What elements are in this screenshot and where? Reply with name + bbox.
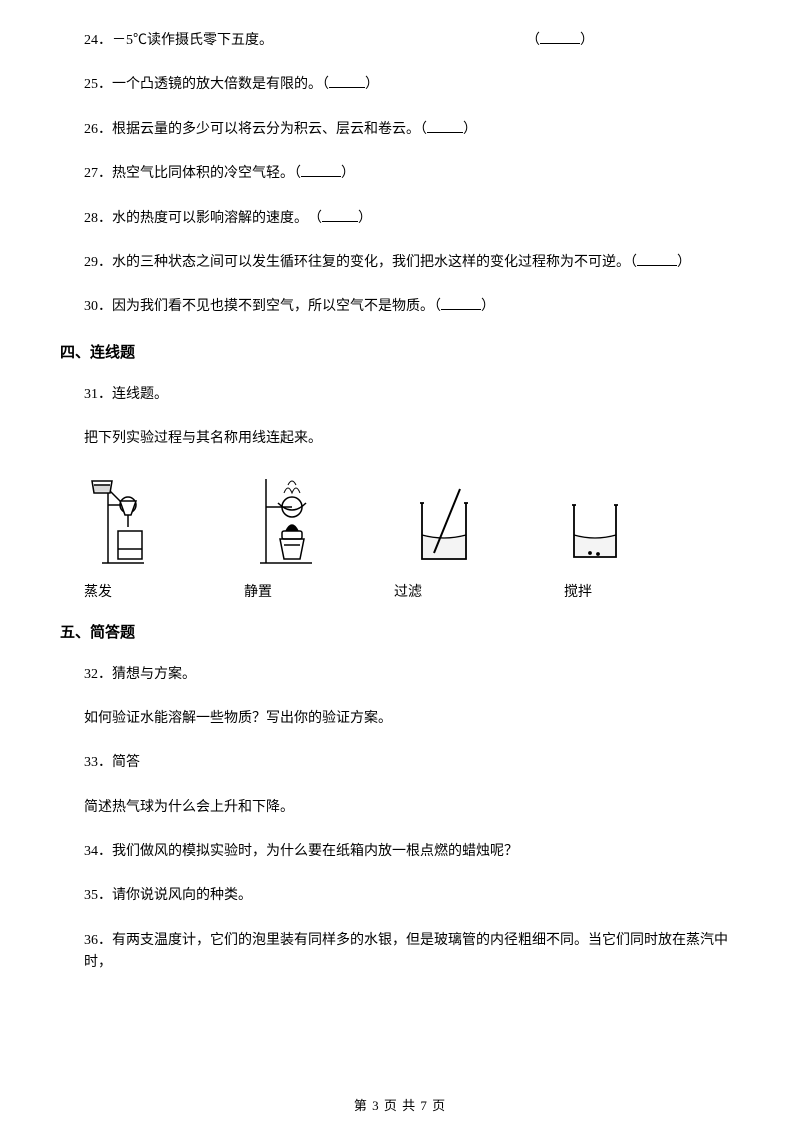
label-c: 过滤: [394, 581, 564, 601]
paren: （）: [420, 122, 477, 137]
q-text: 水的三种状态之间可以发生循环往复的变化，我们把水这样的变化过程称为不可逆。: [112, 255, 630, 270]
question-33: 33．简答: [84, 752, 740, 774]
experiment-image-1: [84, 475, 164, 565]
label-d: 搅拌: [564, 581, 592, 601]
q-num: 33．: [84, 755, 112, 770]
question-31: 31．连线题。: [84, 384, 740, 406]
paren: （）: [533, 33, 594, 48]
question-25: 25．一个凸透镜的放大倍数是有限的。（）: [84, 74, 740, 96]
question-33-sub: 简述热气球为什么会上升和下降。: [84, 797, 740, 819]
experiment-image-2: [248, 473, 324, 565]
q-text: 连线题。: [112, 387, 168, 402]
answer-blank[interactable]: [329, 74, 365, 88]
q-num: 24．: [84, 33, 112, 48]
section-4-heading: 四、连线题: [60, 341, 740, 362]
question-32: 32．猜想与方案。: [84, 664, 740, 686]
answer-blank[interactable]: [322, 208, 358, 222]
label-a: 蒸发: [84, 581, 244, 601]
experiment-image-3: [408, 485, 478, 565]
q-text: 水的热度可以影响溶解的速度。: [112, 211, 315, 226]
answer-blank[interactable]: [540, 30, 580, 44]
question-30: 30．因为我们看不见也摸不到空气，所以空气不是物质。（）: [84, 296, 740, 318]
matching-labels-row: 蒸发 静置 过滤 搅拌: [84, 581, 740, 601]
paren: （）: [630, 255, 691, 270]
q-text: －5℃读作摄氏零下五度。: [112, 33, 273, 48]
q-num: 34．: [84, 844, 112, 859]
q-num: 27．: [84, 166, 112, 181]
question-24: 24．－5℃读作摄氏零下五度。 （）: [84, 30, 740, 52]
question-32-sub: 如何验证水能溶解一些物质？写出你的验证方案。: [84, 708, 740, 730]
q-num: 28．: [84, 211, 112, 226]
paren: （）: [322, 77, 379, 92]
question-26: 26．根据云量的多少可以将云分为积云、层云和卷云。（）: [84, 119, 740, 141]
q-num: 26．: [84, 122, 112, 137]
q-num: 25．: [84, 77, 112, 92]
q-text: 请你说说风向的种类。: [112, 888, 252, 903]
q-text: 根据云量的多少可以将云分为积云、层云和卷云。: [112, 122, 420, 137]
answer-blank[interactable]: [441, 296, 481, 310]
q-text: 一个凸透镜的放大倍数是有限的。: [112, 77, 322, 92]
paren: （）: [434, 299, 495, 314]
answer-blank[interactable]: [427, 119, 463, 133]
question-28: 28．水的热度可以影响溶解的速度。 （）: [84, 208, 740, 230]
q-text: 猜想与方案。: [112, 667, 196, 682]
q-text: 因为我们看不见也摸不到空气，所以空气不是物质。: [112, 299, 434, 314]
question-36: 36．有两支温度计，它们的泡里装有同样多的水银，但是玻璃管的内径粗细不同。当它们…: [84, 930, 740, 975]
q-num: 29．: [84, 255, 112, 270]
answer-blank[interactable]: [637, 252, 677, 266]
q-num: 32．: [84, 667, 112, 682]
page-footer: 第 3 页 共 7 页: [0, 1095, 800, 1114]
matching-images-row: [84, 473, 740, 565]
paren: （）: [315, 211, 372, 226]
experiment-image-4: [562, 495, 628, 565]
q-text: 我们做风的模拟实验时，为什么要在纸箱内放一根点燃的蜡烛呢？: [112, 844, 518, 859]
question-29: 29．水的三种状态之间可以发生循环往复的变化，我们把水这样的变化过程称为不可逆。…: [84, 252, 740, 274]
question-35: 35．请你说说风向的种类。: [84, 885, 740, 907]
q-num: 31．: [84, 387, 112, 402]
question-34: 34．我们做风的模拟实验时，为什么要在纸箱内放一根点燃的蜡烛呢？: [84, 841, 740, 863]
q-num: 30．: [84, 299, 112, 314]
q-num: 36．: [84, 933, 112, 948]
q-text: 简答: [112, 755, 140, 770]
paren: （）: [294, 166, 355, 181]
answer-blank[interactable]: [301, 163, 341, 177]
q-text: 热空气比同体积的冷空气轻。: [112, 166, 294, 181]
q-num: 35．: [84, 888, 112, 903]
q-text: 有两支温度计，它们的泡里装有同样多的水银，但是玻璃管的内径粗细不同。当它们同时放…: [84, 933, 728, 970]
question-31-sub: 把下列实验过程与其名称用线连起来。: [84, 428, 740, 450]
section-5-heading: 五、简答题: [60, 621, 740, 642]
label-b: 静置: [244, 581, 394, 601]
question-27: 27．热空气比同体积的冷空气轻。（）: [84, 163, 740, 185]
